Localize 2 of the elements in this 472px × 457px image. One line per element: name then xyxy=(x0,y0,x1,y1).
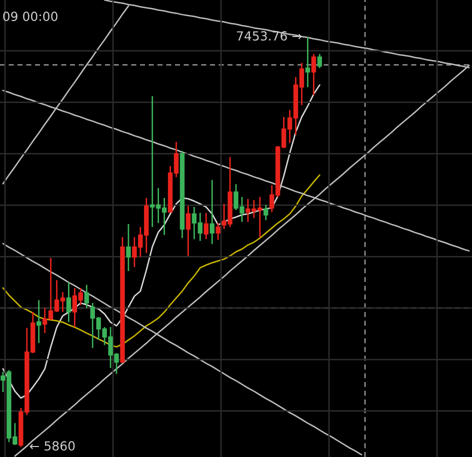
annotation: ← 5860 xyxy=(30,441,75,451)
annotation: 09 00:00 xyxy=(3,12,58,22)
